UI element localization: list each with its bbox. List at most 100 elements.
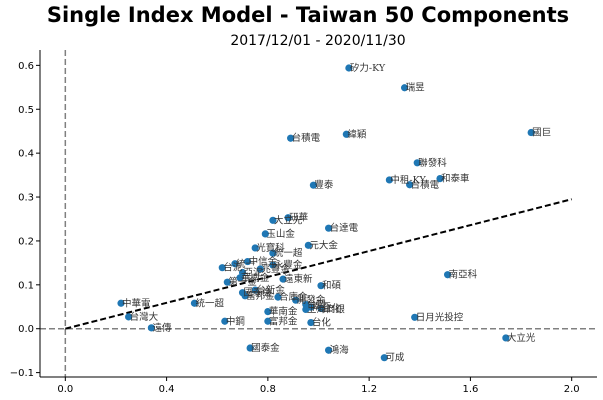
data-point bbox=[269, 249, 277, 257]
point-label: 第一金 bbox=[228, 276, 257, 288]
data-point bbox=[269, 261, 277, 269]
data-point bbox=[406, 181, 414, 189]
point-label: 台積電 bbox=[411, 179, 440, 191]
data-point bbox=[251, 286, 259, 294]
data-points bbox=[117, 64, 535, 362]
data-point bbox=[317, 282, 325, 290]
point-label: 台化 bbox=[312, 317, 332, 329]
point-label: 大立光 bbox=[274, 214, 303, 226]
data-point bbox=[317, 304, 325, 313]
point-label: 富邦金 bbox=[246, 290, 275, 302]
data-point bbox=[190, 299, 199, 307]
point-label: 緯穎 bbox=[347, 128, 367, 140]
point-label: 聯發科 bbox=[418, 157, 447, 169]
point-label: 可成 bbox=[385, 352, 405, 364]
data-point bbox=[380, 354, 388, 362]
point-label: 玉山金 bbox=[266, 228, 295, 240]
y-tick-label: 0.1 bbox=[18, 280, 34, 291]
point-label: 國泰金 bbox=[244, 287, 273, 299]
data-point bbox=[117, 299, 125, 307]
x-tick-label: 1.2 bbox=[361, 384, 377, 395]
data-point bbox=[221, 317, 229, 325]
point-label: 和碩 bbox=[322, 281, 342, 292]
point-label: 中信金 bbox=[249, 256, 278, 268]
point-label: 光寶科 bbox=[256, 242, 285, 254]
data-point bbox=[307, 318, 315, 327]
data-point bbox=[251, 244, 259, 252]
point-label: 豐泰 bbox=[314, 179, 334, 191]
data-point bbox=[342, 130, 350, 138]
point-label: 遠東新 bbox=[284, 273, 313, 285]
data-point bbox=[269, 216, 277, 224]
data-point bbox=[400, 84, 409, 92]
data-point bbox=[244, 257, 252, 266]
y-tick-label: 0.5 bbox=[18, 105, 34, 116]
point-label: 開發金 bbox=[297, 294, 326, 306]
point-label: 亞泥 bbox=[244, 267, 264, 279]
regression-fit-line bbox=[65, 198, 572, 330]
point-label: 統一超 bbox=[195, 297, 224, 309]
y-tick-label: 0.2 bbox=[18, 236, 34, 247]
data-point bbox=[436, 175, 444, 183]
y-tick-label: 0.6 bbox=[18, 61, 34, 72]
chart-title: Single Index Model - Taiwan 50 Component… bbox=[47, 3, 569, 27]
y-tick-label: 0.4 bbox=[18, 149, 34, 160]
x-tick-label: 0.0 bbox=[57, 384, 73, 395]
point-label: 台塑 bbox=[307, 299, 327, 311]
point-label: 矽力-KY bbox=[350, 62, 386, 74]
data-point bbox=[236, 274, 244, 282]
data-point bbox=[345, 64, 353, 72]
data-point bbox=[274, 293, 282, 301]
point-label: 遠傳 bbox=[152, 322, 172, 334]
axes bbox=[39, 50, 597, 378]
data-point bbox=[246, 344, 254, 352]
data-point bbox=[284, 214, 292, 222]
point-label: 元大金 bbox=[309, 239, 338, 251]
regression-line bbox=[65, 198, 572, 330]
y-tick-label: 0.3 bbox=[18, 193, 34, 204]
point-label: 台泥 bbox=[223, 262, 243, 274]
point-label: 國泰金 bbox=[251, 342, 280, 354]
data-point bbox=[292, 296, 300, 304]
point-label: 統一超 bbox=[274, 247, 303, 259]
data-point bbox=[261, 230, 269, 238]
data-point bbox=[527, 128, 535, 137]
reference-lines bbox=[40, 50, 597, 377]
point-label: 統一 bbox=[236, 258, 256, 270]
data-point bbox=[502, 334, 510, 342]
point-label: 中華電 bbox=[122, 297, 151, 309]
data-point bbox=[125, 313, 133, 321]
point-label: 華南金 bbox=[269, 306, 298, 318]
chart-subtitle: 2017/12/01 - 2020/11/30 bbox=[230, 33, 405, 49]
point-label: 南亞科 bbox=[449, 269, 478, 281]
data-point bbox=[279, 275, 287, 283]
point-label: 永豐金 bbox=[274, 259, 303, 271]
point-label: 瑞昱 bbox=[406, 82, 426, 94]
data-point bbox=[302, 305, 310, 314]
point-label: 大立光 bbox=[507, 332, 536, 344]
data-point bbox=[147, 324, 155, 332]
point-label: 南亞 bbox=[312, 301, 332, 313]
point-label: 中租-KY bbox=[390, 174, 426, 186]
data-point bbox=[385, 176, 393, 184]
data-point bbox=[411, 313, 419, 321]
point-label: 和泰車 bbox=[441, 173, 470, 185]
data-point bbox=[325, 346, 333, 354]
data-point bbox=[218, 264, 226, 272]
point-label: 富邦金 bbox=[269, 315, 298, 327]
data-point bbox=[264, 308, 272, 316]
point-label: 台化 bbox=[322, 303, 342, 315]
point-label: 鴻海 bbox=[330, 344, 350, 356]
point-label: 國巨 bbox=[532, 128, 551, 139]
x-tick-label: 0.4 bbox=[159, 384, 175, 395]
point-label: 合庫金 bbox=[279, 291, 308, 303]
y-tick-label: 0.0 bbox=[18, 324, 34, 335]
axis-ticks: 0.0 0.4 0.8 1.2 1.6 2.0 −0.1 0.0 0.1 0.2 0.3 0.4 0.5… bbox=[10, 61, 580, 395]
point-label: 研華 bbox=[289, 212, 309, 224]
data-point bbox=[444, 271, 452, 279]
data-point bbox=[264, 317, 272, 325]
data-point bbox=[223, 278, 231, 286]
point-label: 華南金 bbox=[241, 272, 270, 284]
